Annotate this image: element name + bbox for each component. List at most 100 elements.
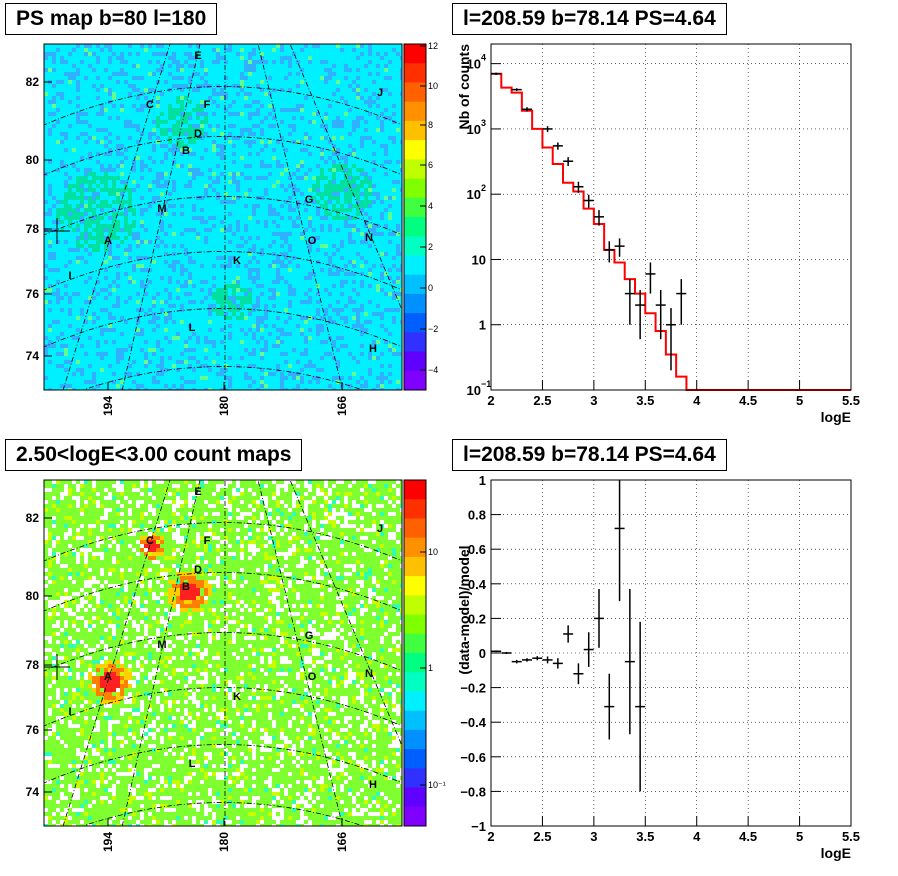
map-pixel: [76, 572, 80, 576]
colorbar-tick-label: −2: [428, 324, 438, 334]
map-pixel: [72, 620, 76, 624]
map-pixel: [364, 88, 368, 92]
map-pixel: [184, 564, 188, 568]
map-pixel: [304, 348, 308, 352]
map-pixel: [264, 780, 268, 784]
map-pixel: [208, 636, 212, 640]
map-pixel: [180, 128, 184, 132]
map-pixel: [300, 116, 304, 120]
map-pixel: [308, 56, 312, 60]
map-pixel: [240, 608, 244, 612]
map-pixel: [100, 164, 104, 168]
map-pixel: [284, 308, 288, 312]
map-pixel: [100, 328, 104, 332]
map-pixel: [320, 328, 324, 332]
map-pixel: [60, 296, 64, 300]
map-pixel: [240, 244, 244, 248]
map-pixel: [388, 92, 392, 96]
map-pixel: [204, 764, 208, 768]
map-pixel: [108, 692, 112, 696]
map-pixel: [184, 776, 188, 780]
map-pixel: [172, 188, 176, 192]
map-pixel: [284, 252, 288, 256]
map-pixel: [260, 320, 264, 324]
map-pixel: [80, 492, 84, 496]
map-pixel: [108, 164, 112, 168]
map-pixel: [248, 268, 252, 272]
map-pixel: [84, 76, 88, 80]
map-pixel: [84, 584, 88, 588]
map-pixel: [356, 696, 360, 700]
map-pixel: [252, 516, 256, 520]
map-pixel: [180, 536, 184, 540]
map-pixel: [128, 92, 132, 96]
map-pixel: [96, 492, 100, 496]
map-pixel: [160, 112, 164, 116]
map-pixel: [332, 508, 336, 512]
map-pixel: [244, 512, 248, 516]
map-pixel: [164, 180, 168, 184]
map-pixel: [220, 628, 224, 632]
map-pixel: [104, 548, 108, 552]
map-pixel: [264, 696, 268, 700]
map-pixel: [172, 520, 176, 524]
map-pixel: [72, 764, 76, 768]
map-pixel: [124, 584, 128, 588]
map-pixel: [144, 572, 148, 576]
map-pixel: [192, 596, 196, 600]
map-pixel: [384, 496, 388, 500]
map-pixel: [44, 648, 48, 652]
map-pixel: [276, 516, 280, 520]
map-pixel: [292, 576, 296, 580]
map-pixel: [212, 296, 216, 300]
y-tick-label: 10: [467, 383, 481, 398]
map-pixel: [208, 756, 212, 760]
map-pixel: [316, 488, 320, 492]
map-pixel: [60, 644, 64, 648]
map-pixel: [376, 376, 380, 380]
map-pixel: [316, 536, 320, 540]
map-pixel: [324, 112, 328, 116]
map-pixel: [160, 92, 164, 96]
map-pixel: [56, 200, 60, 204]
map-pixel: [252, 752, 256, 756]
map-pixel: [100, 108, 104, 112]
map-pixel: [80, 204, 84, 208]
map-pixel: [360, 612, 364, 616]
map-pixel: [308, 604, 312, 608]
map-pixel: [356, 504, 360, 508]
map-pixel: [72, 372, 76, 376]
map-pixel: [328, 664, 332, 668]
map-pixel: [260, 544, 264, 548]
map-pixel: [220, 528, 224, 532]
map-pixel: [180, 204, 184, 208]
map-pixel: [156, 172, 160, 176]
map-pixel: [316, 164, 320, 168]
map-pixel: [148, 568, 152, 572]
map-pixel: [48, 488, 52, 492]
map-pixel: [124, 588, 128, 592]
map-pixel: [208, 504, 212, 508]
map-pixel: [348, 240, 352, 244]
map-pixel: [200, 608, 204, 612]
map-pixel: [160, 660, 164, 664]
map-pixel: [164, 624, 168, 628]
map-pixel: [240, 296, 244, 300]
map-pixel: [340, 628, 344, 632]
map-pixel: [316, 700, 320, 704]
map-pixel: [100, 208, 104, 212]
map-pixel: [176, 108, 180, 112]
map-pixel: [140, 264, 144, 268]
map-pixel: [60, 656, 64, 660]
map-pixel: [196, 632, 200, 636]
map-pixel: [188, 636, 192, 640]
map-pixel: [280, 376, 284, 380]
map-pixel: [264, 496, 268, 500]
map-pixel: [108, 492, 112, 496]
map-pixel: [344, 200, 348, 204]
map-pixel: [244, 264, 248, 268]
map-pixel: [108, 116, 112, 120]
map-pixel: [80, 772, 84, 776]
map-pixel: [368, 356, 372, 360]
map-pixel: [56, 108, 60, 112]
